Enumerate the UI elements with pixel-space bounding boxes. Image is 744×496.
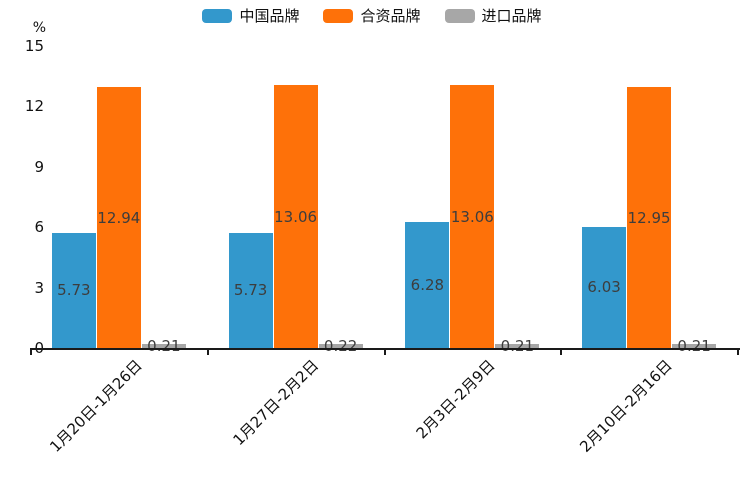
y-axis-tick-label: 9 [34, 157, 44, 176]
legend-label: 进口品牌 [481, 7, 542, 25]
bar [273, 85, 318, 348]
x-axis-tick-mark [560, 348, 563, 355]
legend-label: 合资品牌 [360, 7, 421, 25]
x-axis-line [31, 348, 740, 350]
x-axis-tick-mark [206, 348, 209, 355]
x-axis-label: 1月27日-2月2日 [229, 356, 323, 450]
legend-label: 中国品牌 [239, 7, 300, 25]
y-axis-unit-label: % [32, 20, 46, 36]
bar-value-label: 0.22 [323, 336, 358, 355]
legend-item-china-brand[interactable]: 中国品牌 [202, 8, 299, 24]
bar-value-label: 12.94 [97, 208, 141, 227]
bar [141, 343, 186, 348]
x-axis-tick-mark [737, 348, 739, 355]
y-axis-tick-label: 15 [24, 37, 44, 55]
legend-swatch-icon [323, 9, 354, 23]
x-axis-tick-mark [383, 348, 386, 355]
bar-value-label: 0.21 [147, 336, 181, 355]
bar-value-label: 6.28 [410, 275, 445, 294]
bar-value-label: 6.03 [587, 278, 621, 297]
y-axis-tick-label: 12 [24, 97, 44, 116]
x-axis-label: 2月10日-2月16日 [576, 356, 676, 456]
x-axis-tick-mark [30, 348, 32, 355]
bar-value-label: 5.73 [57, 281, 91, 300]
legend-swatch-icon [444, 9, 475, 23]
bar-value-label: 13.06 [274, 207, 318, 226]
bar-value-label: 0.21 [677, 336, 711, 355]
legend-item-joint-venture-brand[interactable]: 合资品牌 [323, 7, 421, 25]
x-axis-label: 2月3日-2月9日 [412, 356, 499, 443]
bar [51, 232, 96, 348]
bar-value-label: 13.06 [450, 207, 494, 226]
legend-swatch-icon [202, 9, 233, 23]
bar-value-label: 0.21 [500, 336, 535, 355]
bar [318, 343, 363, 348]
bar [495, 343, 540, 348]
bar [405, 221, 450, 348]
bar [96, 87, 141, 348]
bar [627, 87, 672, 348]
legend-item-import-brand[interactable]: 进口品牌 [444, 7, 542, 25]
x-axis-label: 1月20日-1月26日 [45, 356, 146, 456]
bar [582, 226, 627, 348]
y-axis-tick-label: 6 [34, 218, 44, 237]
bar-value-label: 5.73 [233, 281, 268, 300]
bar [228, 232, 273, 348]
chart-legend: 中国品牌 合资品牌 进口品牌 [0, 8, 744, 24]
y-axis-tick-label: 3 [34, 278, 44, 297]
bar-value-label: 12.95 [627, 208, 671, 227]
bar [450, 85, 495, 348]
bar [672, 343, 717, 348]
